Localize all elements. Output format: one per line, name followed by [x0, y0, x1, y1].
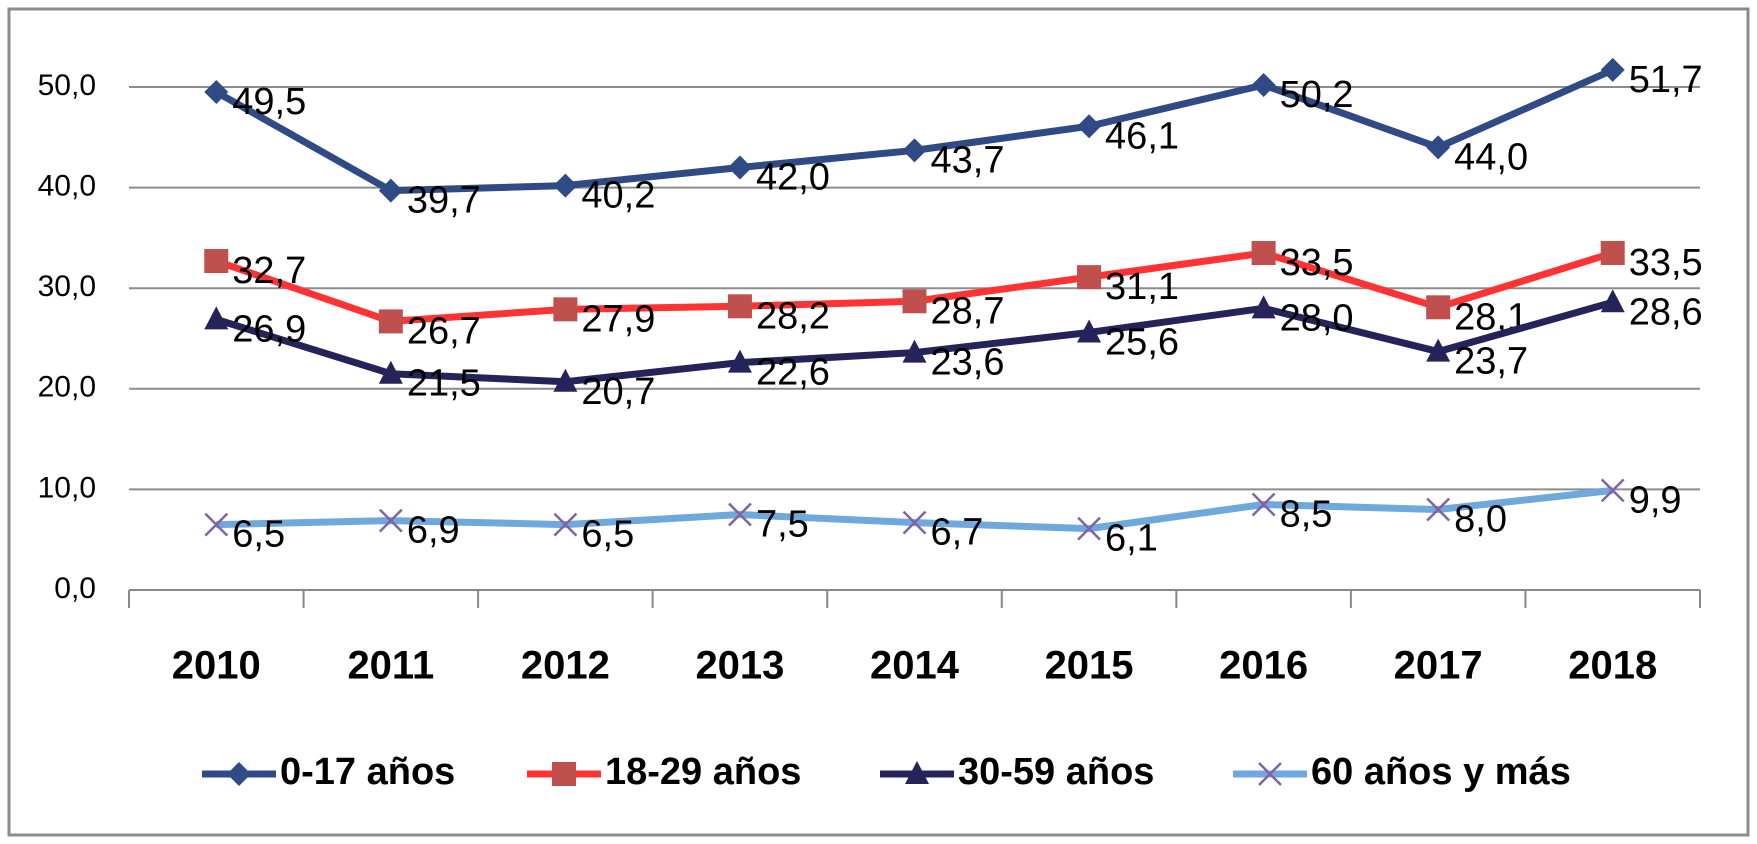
value-label: 26,7 — [407, 310, 481, 352]
value-label: 51,7 — [1629, 59, 1703, 101]
value-label: 43,7 — [931, 139, 1005, 181]
marker — [378, 178, 403, 203]
x-tick-label: 2016 — [1219, 644, 1308, 688]
marker — [1426, 338, 1451, 362]
value-label: 31,1 — [1105, 266, 1179, 308]
marker — [1077, 114, 1102, 139]
value-label: 25,6 — [1105, 321, 1179, 363]
legend-label: 18-29 años — [605, 751, 801, 793]
value-label: 6,1 — [1105, 518, 1158, 560]
value-label: 28,2 — [756, 295, 830, 337]
marker — [1258, 762, 1282, 786]
x-tick-label: 2017 — [1394, 644, 1483, 688]
marker — [553, 173, 578, 198]
marker — [1426, 497, 1451, 522]
value-label: 20,7 — [581, 371, 655, 413]
marker — [1251, 295, 1276, 319]
value-label: 6,5 — [232, 514, 285, 556]
x-tick-label: 2012 — [521, 644, 610, 688]
marker — [204, 512, 229, 537]
marker — [204, 249, 229, 274]
marker — [553, 297, 578, 322]
marker — [1426, 295, 1451, 320]
value-label: 49,5 — [232, 81, 306, 123]
marker — [1077, 516, 1101, 541]
x-tick-label: 2014 — [870, 644, 960, 688]
value-label: 40,2 — [581, 175, 655, 217]
value-label: 27,9 — [581, 298, 655, 340]
value-label: 42,0 — [756, 157, 830, 199]
marker — [728, 502, 752, 527]
value-label: 8,5 — [1280, 494, 1333, 536]
value-label: 22,6 — [756, 352, 830, 394]
marker — [905, 761, 929, 784]
value-label: 6,7 — [931, 512, 984, 554]
value-label: 9,9 — [1629, 479, 1682, 521]
marker — [204, 306, 229, 330]
marker — [378, 508, 403, 533]
value-label: 28,0 — [1280, 297, 1354, 339]
value-label: 6,9 — [407, 510, 460, 552]
x-tick-label: 2011 — [347, 644, 434, 688]
y-tick-label: 30,0 — [38, 270, 96, 303]
value-label: 28,6 — [1629, 291, 1703, 333]
marker — [553, 368, 578, 392]
marker — [902, 339, 927, 363]
marker — [1600, 57, 1625, 82]
chart-frame — [7, 7, 1750, 837]
value-label: 32,7 — [232, 250, 306, 292]
value-label: 50,2 — [1280, 74, 1354, 116]
marker — [902, 289, 927, 314]
value-label: 6,5 — [581, 514, 634, 556]
marker — [227, 762, 251, 786]
marker — [553, 512, 578, 537]
marker — [552, 762, 576, 786]
value-label: 8,0 — [1454, 499, 1507, 541]
value-label: 26,9 — [232, 308, 306, 350]
value-label: 28,7 — [931, 290, 1005, 332]
marker — [204, 80, 229, 105]
marker — [1600, 289, 1625, 313]
y-tick-label: 50,0 — [38, 69, 96, 102]
value-label: 21,5 — [407, 363, 481, 405]
marker — [1600, 478, 1625, 503]
marker — [378, 309, 403, 334]
value-label: 44,0 — [1454, 136, 1528, 178]
marker — [378, 360, 403, 384]
value-label: 23,7 — [1454, 341, 1528, 383]
marker — [1251, 72, 1276, 97]
marker — [727, 349, 752, 373]
value-label: 23,6 — [931, 342, 1005, 384]
legend-label: 30-59 años — [958, 751, 1154, 793]
marker — [1077, 265, 1102, 290]
value-label: 7,5 — [756, 504, 809, 546]
x-tick-label: 2013 — [695, 644, 784, 688]
legend-label: 60 años y más — [1311, 751, 1571, 793]
value-label: 33,5 — [1280, 242, 1354, 284]
marker — [1251, 240, 1276, 265]
x-tick-label: 2018 — [1568, 644, 1657, 688]
value-label: 46,1 — [1105, 115, 1179, 157]
value-label: 33,5 — [1629, 242, 1703, 284]
marker — [1600, 240, 1625, 265]
marker — [727, 155, 752, 180]
marker — [1077, 319, 1102, 343]
x-tick-label: 2010 — [172, 644, 261, 688]
marker — [727, 294, 752, 319]
legend-label: 0-17 años — [280, 751, 455, 793]
y-tick-label: 0,0 — [54, 572, 96, 605]
marker — [902, 510, 927, 535]
y-tick-label: 20,0 — [38, 371, 96, 404]
marker — [902, 138, 927, 163]
x-tick-label: 2015 — [1045, 644, 1134, 688]
marker — [1426, 135, 1451, 160]
value-label: 39,7 — [407, 180, 481, 222]
y-tick-label: 40,0 — [38, 170, 96, 203]
marker — [1251, 492, 1276, 517]
y-tick-label: 10,0 — [38, 471, 96, 504]
